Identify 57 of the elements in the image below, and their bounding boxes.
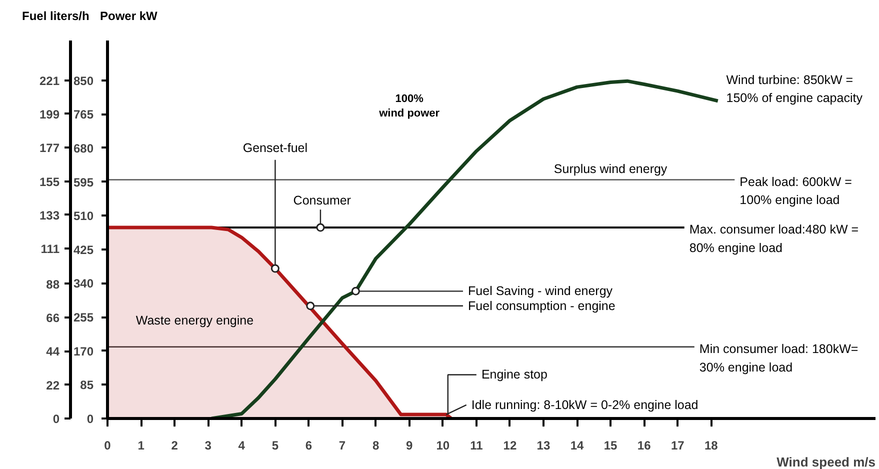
x-tick-label: 14 [570,438,584,452]
x-tick-label: 8 [372,438,380,452]
y-tick-label: 0 [86,412,94,426]
x-tick-label: 4 [238,438,246,452]
x-tick-label: 6 [305,438,312,452]
y-tick-label: 595 [73,175,94,190]
y2-tick-label: 221 [39,74,60,88]
x-tick-label: 11 [470,438,484,452]
annotation: Consumer [293,193,351,208]
y-tick-label: 850 [73,74,94,88]
y-axis-title: Power kW [100,8,158,25]
x-tick-label: 12 [503,438,517,452]
x-tick-label: 17 [670,438,685,452]
x-tick-label: 9 [406,438,413,452]
x-axis-title: Wind speed m/s [776,454,876,469]
x-tick-label: 2 [171,438,178,452]
x-tick-label: 1 [138,438,145,452]
x-tick-label: 5 [272,438,279,452]
y2-axis-title: Fuel liters/h [22,8,90,25]
annotation: Fuel Saving - wind energy [468,284,614,298]
y2-tick-label: 0 [52,412,60,426]
ref-line-label: Peak load: 600kW = 100% engine load [740,174,852,208]
y-tick-label: 765 [73,108,94,122]
x-tick-label: 13 [536,438,550,452]
ref-line-label: Max. consumer load:480 kW = 80% engine load [689,222,859,255]
y2-tick-label: 88 [46,277,60,292]
annotation: Waste energy engine [136,314,254,328]
y2-tick-label: 155 [39,174,60,189]
y-tick-label: 340 [73,276,94,291]
y-tick-label: 255 [73,310,94,325]
y2-tick-label: 22 [46,378,60,392]
y-tick-label: 680 [73,141,94,156]
annotation: Genset-fuel [242,140,308,155]
x-tick-label: 7 [338,438,346,452]
y-tick-label: 85 [80,378,94,392]
x-tick-label: 15 [604,438,618,452]
x-tick-label: 10 [436,438,450,452]
x-tick-label: 3 [204,438,212,452]
annotation: Fuel consumption - engine [468,298,616,313]
y-tick-label: 510 [73,209,94,224]
annotation: Engine stop [481,368,548,382]
y2-tick-label: 133 [39,208,60,222]
annotation: 100% wind power [378,92,440,120]
x-tick-label: 0 [104,438,112,452]
series-label: Wind turbine: 850kW = 150% of engine capacity [726,72,864,106]
x-tick-label: 18 [704,438,718,452]
y2-tick-label: 199 [39,107,60,122]
y-tick-label: 425 [73,242,94,257]
y2-tick-label: 177 [39,141,60,156]
ref-line-label: Min consumer load: 180kW= 30% engine load [699,342,858,374]
annotation: Idle running: 8-10kW = 0-2% engine load [471,398,698,412]
y2-tick-label: 111 [40,242,60,256]
y2-tick-label: 66 [46,310,60,325]
annotation: Surplus wind energy [554,162,668,176]
y-tick-label: 170 [73,344,94,358]
x-tick-label: 16 [637,438,652,452]
y2-tick-label: 44 [46,344,60,359]
